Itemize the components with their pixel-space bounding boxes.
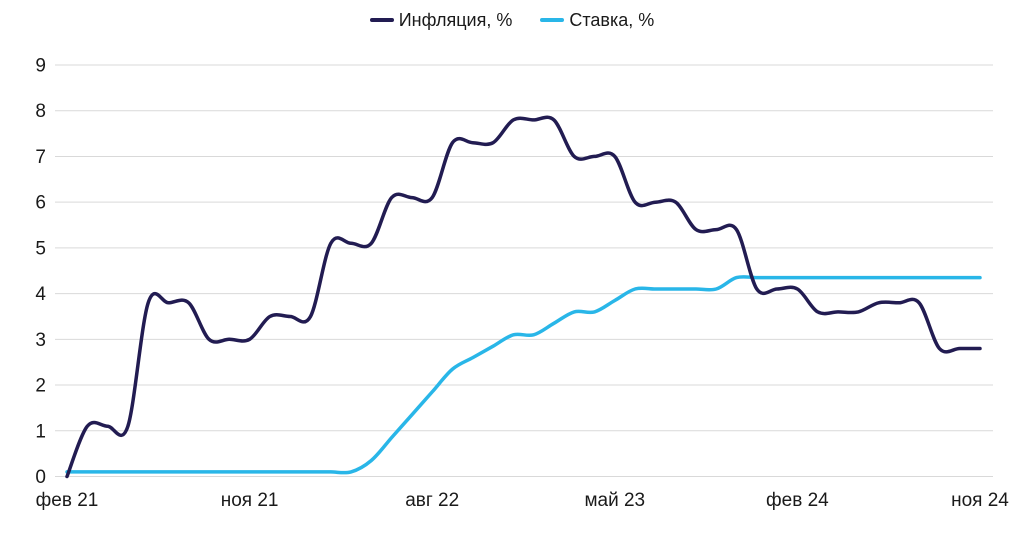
y-tick-label: 6 [35,193,46,214]
legend-item-rate: Ставка, % [540,8,654,32]
y-tick-label: 8 [35,101,46,122]
y-tick-label: 2 [35,376,46,397]
x-tick-label: фев 21 [36,490,99,511]
y-tick-label: 0 [35,467,46,488]
y-tick-label: 1 [35,421,46,442]
legend-item-inflation: Инфляция, % [369,8,513,32]
y-tick-label: 4 [35,284,46,305]
y-tick-label: 9 [35,56,46,77]
x-tick-label: фев 24 [766,490,829,511]
y-tick-label: 7 [35,147,46,168]
rate-line [65,275,982,475]
inflation-line [65,115,982,479]
chart-legend: Инфляция, % Ставка, % [0,8,1024,32]
legend-label-rate: Ставка, % [569,10,655,30]
legend-label-inflation: Инфляция, % [398,10,513,30]
x-tick-label: май 23 [584,490,645,511]
x-tick-label: ноя 24 [951,490,1009,511]
inflation-line-swatch [369,18,394,22]
y-tick-label: 3 [35,330,46,351]
x-tick-label: авг 22 [405,490,459,511]
x-tick-label: ноя 21 [221,490,279,511]
y-tick-label: 5 [35,238,46,259]
rate-line-swatch [540,18,565,22]
